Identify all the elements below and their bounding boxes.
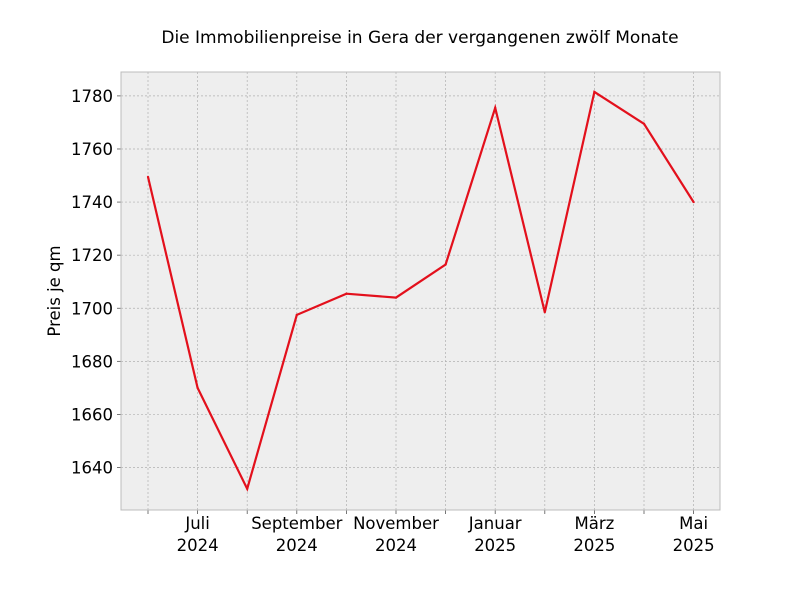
x-tick-label-month: September [251,514,342,533]
chart-title: Die Immobilienpreise in Gera der vergang… [161,28,678,48]
y-tick-label: 1720 [71,246,113,265]
x-tick-label-month: Juli [184,514,210,533]
x-tick-label: Januar 2025 [468,514,522,555]
data-point [146,175,150,178]
series-layer [146,90,695,492]
x-tick-label-year: 2024 [375,536,417,555]
data-point [246,487,249,490]
x-tick-label: Mai 2025 [673,514,715,555]
x-tick-label-month: November [353,514,439,533]
x-tick-label-year: 2025 [474,536,516,555]
x-tick-label-year: 2025 [673,536,715,555]
price-series-line [146,90,695,492]
data-point [196,386,199,389]
y-tick-label: 1660 [71,405,113,424]
y-tick-label: 1760 [71,140,113,159]
plot-frame [120,71,721,511]
plot-area [121,72,720,510]
grid [121,72,720,510]
data-point [345,292,348,295]
data-point [394,296,398,299]
data-point [444,263,447,266]
data-point [494,106,497,109]
x-tick-label: September 2024 [251,514,342,555]
x-tick-label-month: Januar [468,514,522,533]
x-tick-label-year: 2024 [177,536,219,555]
data-point [642,122,646,125]
y-tick-label: 1700 [71,299,113,318]
x-tick-label-month: März [575,514,615,533]
data-point [593,90,596,94]
x-tick-label-year: 2025 [573,536,615,555]
data-point [543,311,546,314]
x-tick-label: Juli 2024 [177,514,219,555]
y-tick-label: 1640 [71,459,113,478]
y-tick-label: 1680 [71,352,113,371]
data-point [295,313,298,316]
axis-ticks: Juli 2024 September 2024 November 2024 Januar 2… [71,87,715,555]
x-tick-label-month: Mai [679,514,708,533]
y-tick-label: 1780 [71,87,113,106]
x-tick-label-year: 2024 [276,536,318,555]
data-point [692,200,695,204]
x-tick-label: März 2025 [573,514,615,555]
x-tick-label: November 2024 [353,514,439,555]
y-axis-label: Preis je qm [45,245,64,336]
y-tick-label: 1740 [71,193,113,212]
